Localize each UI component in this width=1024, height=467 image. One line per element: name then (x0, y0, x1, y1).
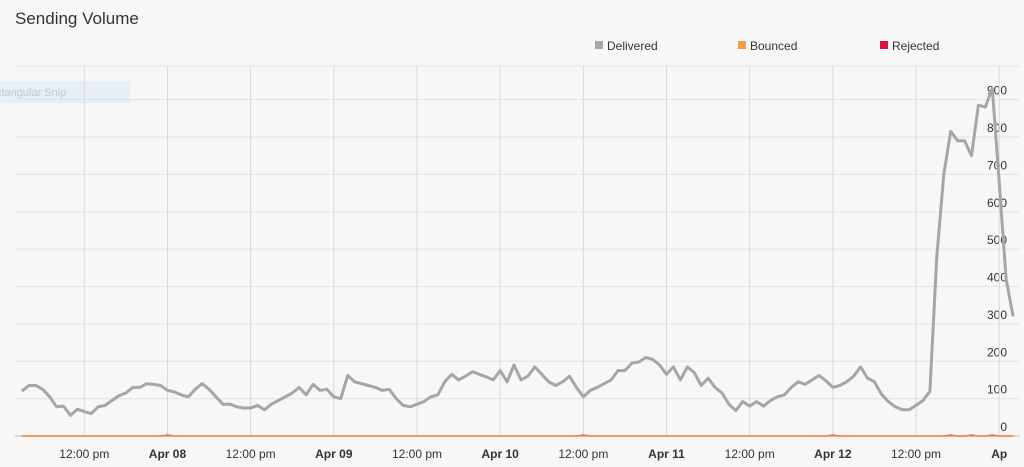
x-tick-label: Apr 12 (814, 447, 852, 461)
y-tick-label: 400 (987, 271, 1007, 285)
x-tick-label: Apr 10 (481, 447, 519, 461)
x-tick-label: 12:00 pm (226, 447, 276, 461)
legend-marker (738, 41, 746, 49)
legend-marker (880, 41, 888, 49)
y-tick-label: 300 (987, 308, 1007, 322)
annotation: ctangular Snip (0, 87, 66, 99)
y-tick-label: 800 (987, 121, 1007, 135)
legend-label: Delivered (607, 39, 658, 53)
x-tick-label: Apr 11 (648, 447, 685, 461)
x-tick-label: 12:00 pm (725, 447, 775, 461)
x-tick-label: 12:00 pm (891, 447, 941, 461)
chart-title: Sending Volume (15, 9, 139, 28)
x-tick-label: Ap (991, 447, 1007, 461)
series-line (20, 86, 1015, 417)
x-tick-label: 12:00 pm (392, 447, 442, 461)
x-tick-label: 12:00 pm (558, 447, 608, 461)
legend-label: Rejected (892, 39, 939, 53)
legend-label: Bounced (750, 39, 797, 53)
y-tick-label: 200 (987, 345, 1007, 359)
y-tick-label: 600 (987, 196, 1007, 210)
y-tick-label: 100 (987, 383, 1007, 397)
legend-marker (595, 41, 603, 49)
snip-overlay (0, 81, 130, 103)
y-tick-label: 0 (1000, 420, 1007, 434)
x-tick-label: Apr 09 (315, 447, 353, 461)
x-tick-label: 12:00 pm (59, 447, 109, 461)
x-tick-label: Apr 08 (149, 447, 187, 461)
